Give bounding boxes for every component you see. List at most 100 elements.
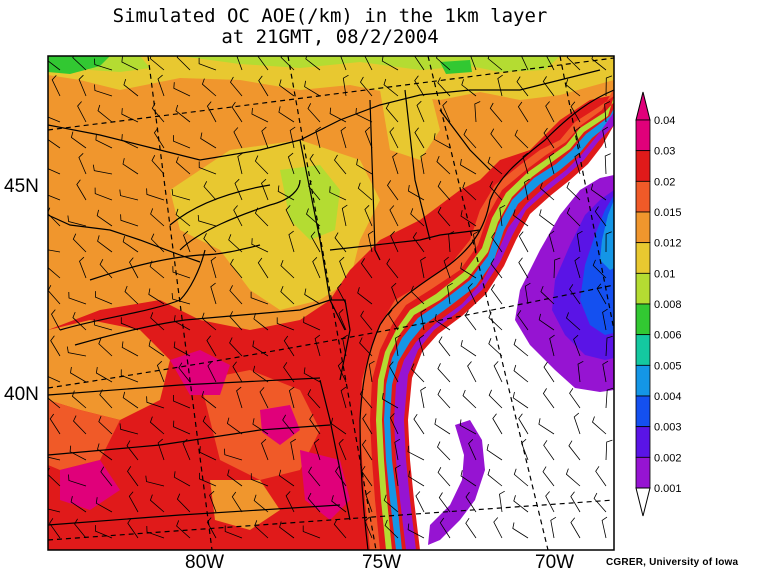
wind-barb <box>120 369 139 383</box>
wind-barb <box>542 76 555 97</box>
wind-barb <box>442 101 451 123</box>
wind-barb <box>279 521 295 539</box>
wind-barb <box>407 445 425 461</box>
wind-barb <box>364 205 373 227</box>
wind-barb <box>124 285 139 305</box>
wind-barb <box>436 56 451 71</box>
wind-barb <box>577 360 584 383</box>
wind-barb <box>210 256 217 279</box>
wind-barb <box>391 282 399 305</box>
wind-barb <box>602 360 609 383</box>
wind-barb <box>383 78 399 97</box>
wind-barb <box>491 232 503 253</box>
wind-barb <box>261 178 269 201</box>
wind-barb <box>173 420 191 435</box>
colorbar-level-label: 0.012 <box>654 238 682 250</box>
wind-barb <box>198 472 217 487</box>
wind-barb <box>605 387 614 409</box>
wind-barb <box>173 82 191 97</box>
wind-barb <box>48 260 61 279</box>
wind-barb <box>151 155 165 175</box>
wind-barb <box>460 340 477 357</box>
wind-barb <box>550 516 557 539</box>
wind-barb <box>474 101 481 123</box>
colorbar-swatch <box>635 119 651 152</box>
wind-barb <box>465 517 477 539</box>
wind-barb <box>367 230 374 253</box>
wind-barb <box>386 258 399 279</box>
wind-barb <box>342 74 349 97</box>
wind-barb <box>438 492 451 513</box>
wind-barb <box>206 517 217 539</box>
wind-barb <box>288 230 295 253</box>
wind-barb <box>48 249 61 253</box>
wind-barb <box>224 448 243 461</box>
wind-barb <box>488 389 503 409</box>
wind-barb <box>488 338 503 357</box>
wind-barb <box>178 362 191 383</box>
colorbar-swatch <box>635 395 651 428</box>
wind-barb <box>206 101 217 123</box>
wind-barb <box>518 257 529 279</box>
wind-barb <box>66 346 87 357</box>
wind-barb <box>569 284 581 305</box>
wind-barb <box>489 181 503 201</box>
wind-barb <box>198 57 217 71</box>
wind-barb <box>411 363 425 383</box>
wind-barb <box>493 361 503 383</box>
wind-barb <box>568 440 581 461</box>
wind-barb <box>437 363 451 383</box>
wind-barb <box>513 338 529 357</box>
wind-barb <box>390 231 399 253</box>
wind-barb <box>48 508 61 513</box>
wind-barb <box>333 518 347 539</box>
wind-barb <box>573 334 581 357</box>
wind-barb <box>360 76 373 97</box>
wind-barb <box>437 77 451 97</box>
wind-barb <box>383 494 399 513</box>
wind-barb <box>334 232 347 253</box>
wind-barb <box>94 58 113 71</box>
lat-label-40n: 40N <box>4 384 39 405</box>
wind-barb <box>543 361 555 383</box>
wind-barb <box>591 56 607 71</box>
wind-barb <box>539 182 555 201</box>
wind-barb <box>100 466 113 487</box>
wind-barb <box>231 491 243 513</box>
wind-barb <box>250 473 269 487</box>
wind-barb <box>462 182 477 201</box>
wind-barb <box>282 414 295 435</box>
wind-barb <box>303 367 321 383</box>
wind-barb <box>146 396 165 409</box>
colorbar-level-label: 0.004 <box>654 391 682 403</box>
aoe-field <box>48 56 614 550</box>
wind-barb <box>97 235 113 253</box>
wind-barb <box>489 102 503 123</box>
wind-barb <box>99 259 113 279</box>
wind-barb <box>364 56 373 71</box>
wind-barb <box>283 335 295 357</box>
wind-barb <box>120 317 139 331</box>
wind-barb <box>201 390 217 409</box>
wind-barb <box>460 470 477 487</box>
wind-barb <box>119 189 139 201</box>
wind-barb <box>314 334 321 357</box>
wind-barb <box>76 179 87 201</box>
wind-barb <box>251 107 269 123</box>
wind-barb <box>499 490 505 513</box>
wind-barb <box>538 418 555 435</box>
wind-barb <box>414 56 425 71</box>
wind-barb <box>122 235 139 253</box>
colorbar-bottom-arrow <box>635 487 651 517</box>
wind-barb <box>394 438 401 461</box>
wind-barb <box>309 413 321 435</box>
wind-barb <box>387 180 399 201</box>
wind-barb <box>251 238 269 253</box>
wind-barb <box>359 337 373 357</box>
wind-barb <box>150 312 165 331</box>
wind-barb <box>340 386 347 409</box>
wind-barb <box>48 207 61 227</box>
wind-barb <box>72 56 87 71</box>
wind-barb <box>304 288 321 305</box>
wind-barb <box>546 56 555 71</box>
